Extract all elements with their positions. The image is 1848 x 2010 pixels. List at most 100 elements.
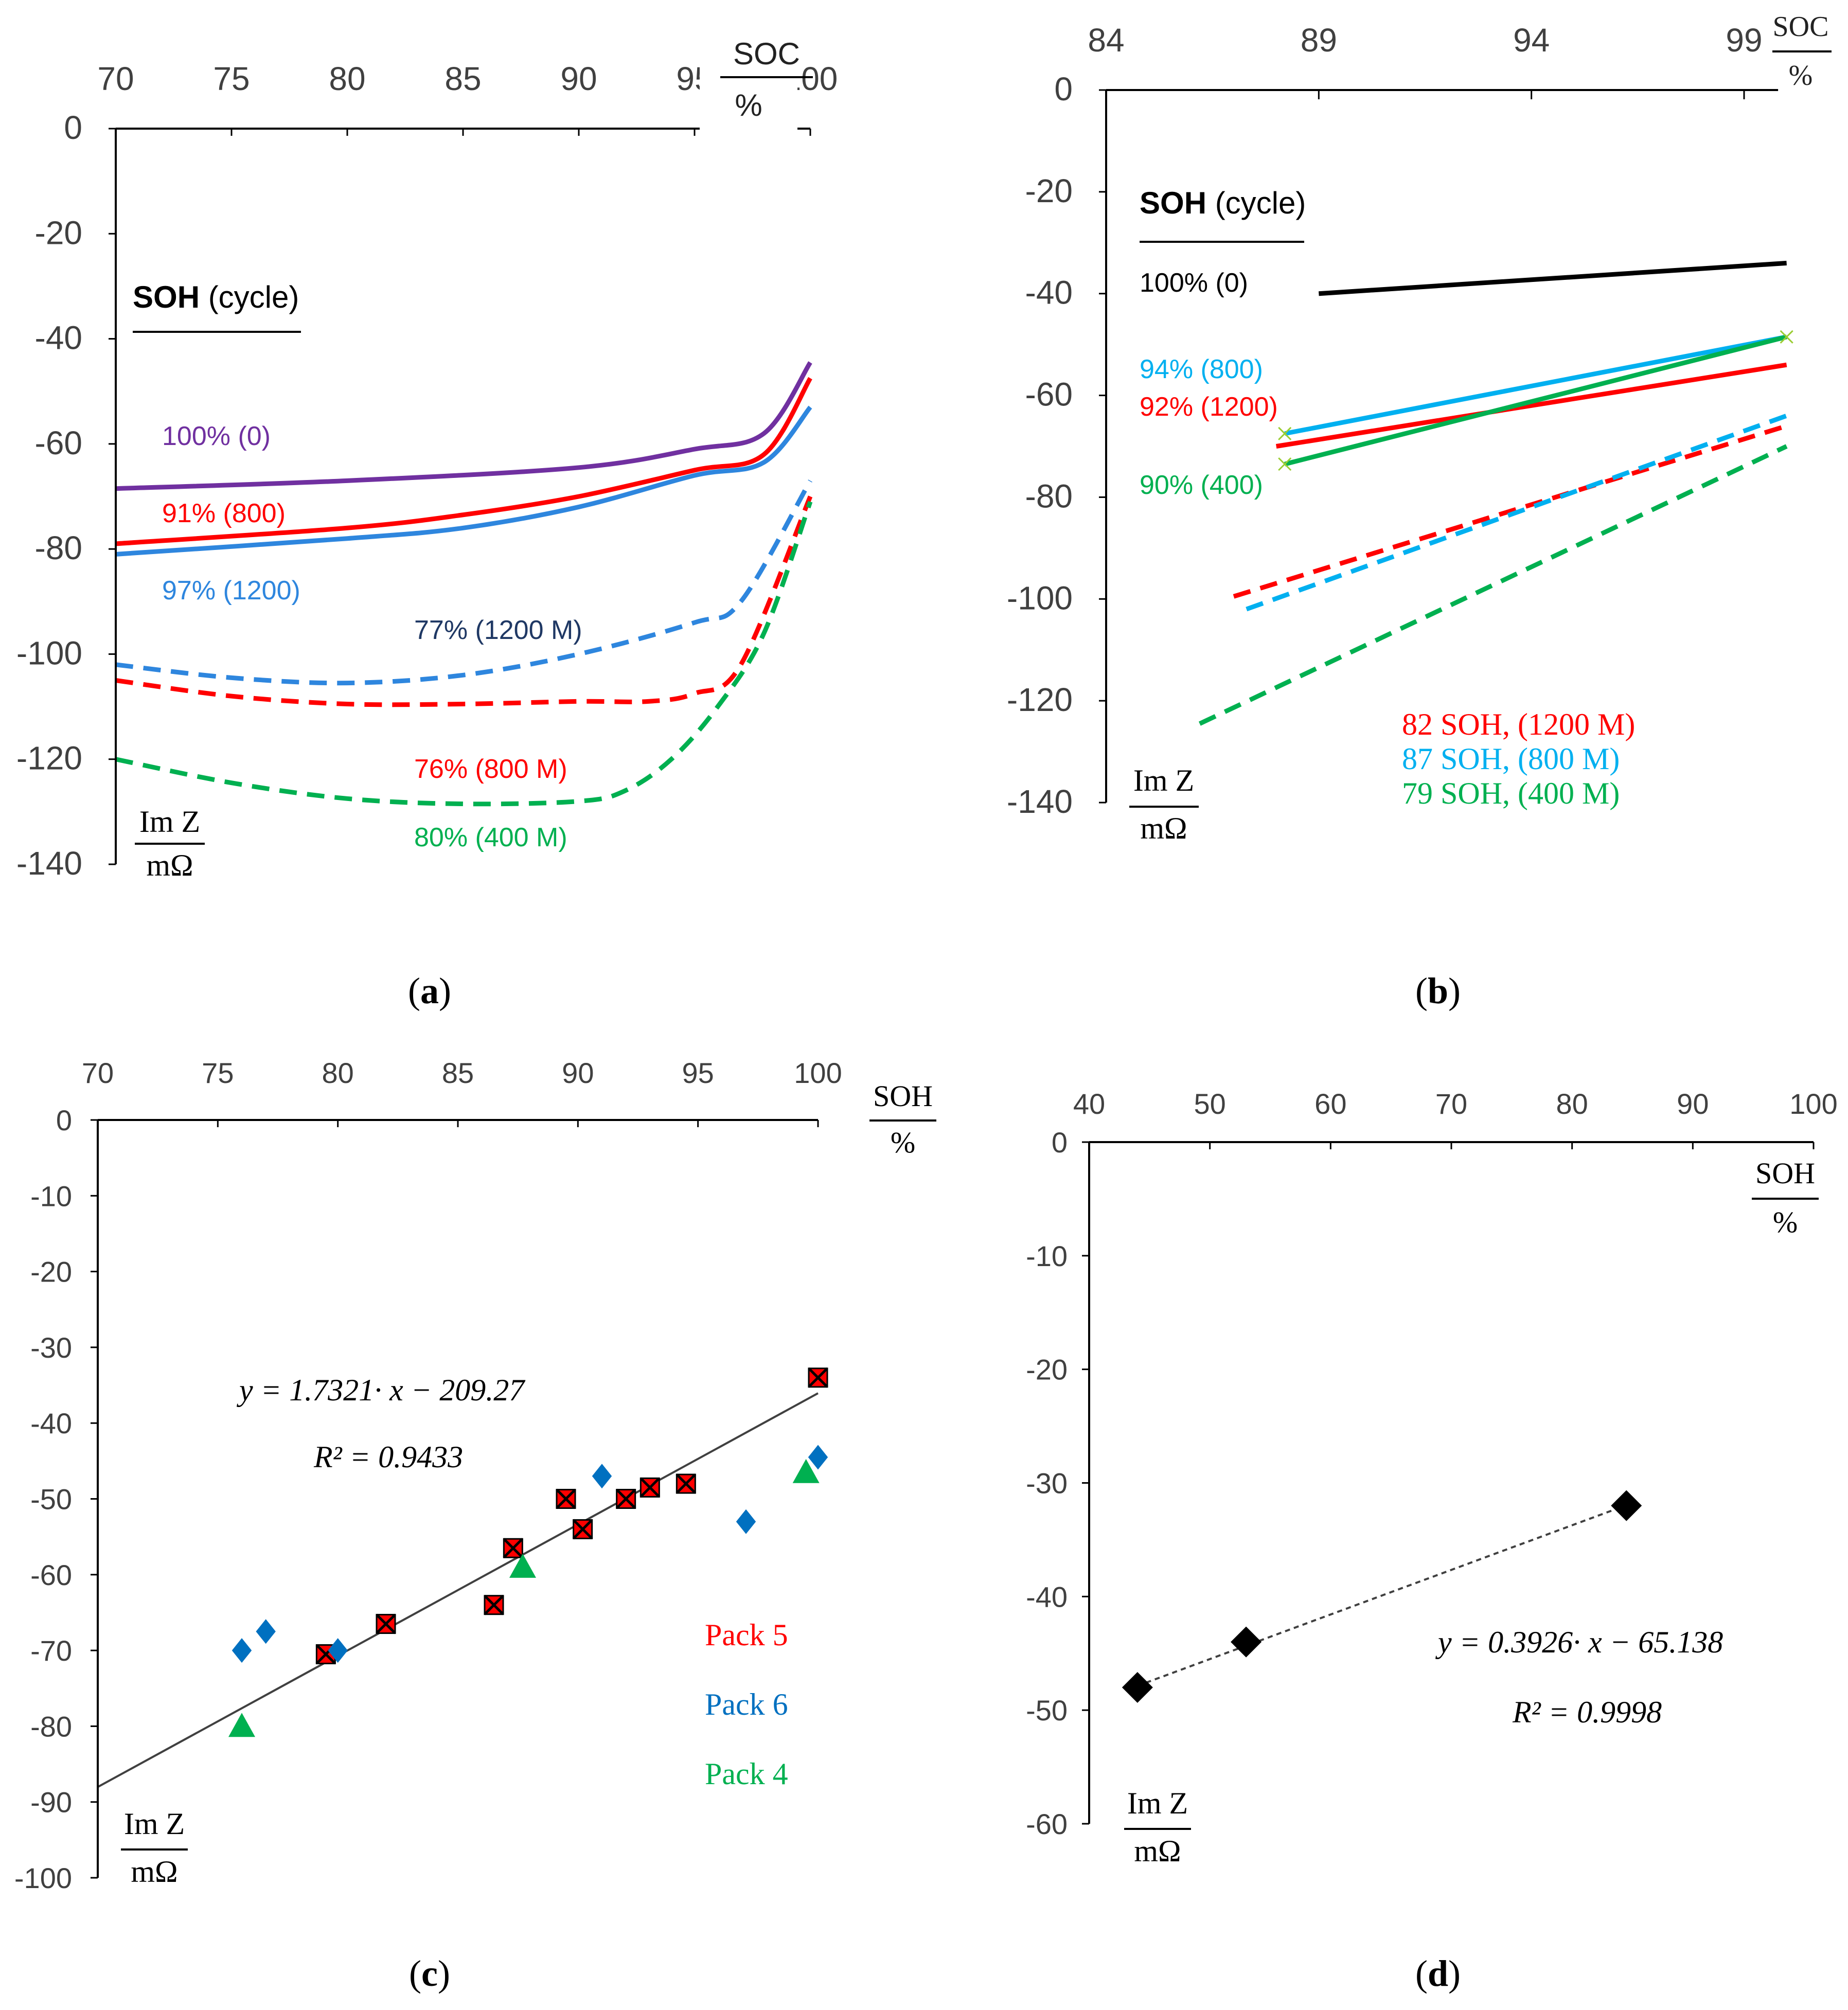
panel-a-x-tick-label: 85	[445, 60, 481, 97]
panel-c-point-pack-5	[808, 1367, 828, 1388]
panel-c-point-pack-5	[639, 1477, 661, 1498]
panel-b-caption: (b)	[1415, 970, 1461, 1011]
panel-c-plot-area	[97, 1367, 828, 1788]
panel-d-axes: 40 50 60 70 80 90 100 0 -10 -20 -30 -40 -50 -60	[1026, 1088, 1838, 1840]
panel-b-label-92: 92% (1200)	[1140, 392, 1278, 422]
panel-c-point-pack-5-cross	[572, 1519, 593, 1540]
panel-c-point-pack-5-cross	[376, 1613, 396, 1634]
panel-c: 70 75 80 85 90 95 100 0 -10 -20 -30 -40 -50 -60 -70 -80…	[14, 1057, 936, 1994]
panel-c-point-pack-4	[509, 1554, 536, 1578]
panel-c-legend-pack6: Pack 6	[705, 1687, 788, 1721]
panel-d-y-tick-label: -40	[1026, 1580, 1068, 1613]
panel-c-point-pack-6	[808, 1445, 828, 1470]
panel-b-x-tick-label: 89	[1301, 22, 1337, 59]
panel-a-plot-area	[115, 361, 813, 807]
panel-a-series-line	[115, 377, 812, 546]
panel-d-y-tick-label: -10	[1026, 1240, 1068, 1272]
panel-b-series-line	[1233, 423, 1787, 599]
panel-b: 84 89 94 990-20-40-60-80-100-120-140 SOC % …	[1007, 11, 1832, 1011]
panel-a-y-axis-title: Im Z mΩ	[135, 805, 205, 882]
panel-b-series-line	[1284, 334, 1787, 436]
panel-c-equation: y = 1.7321· x − 209.27	[236, 1373, 526, 1407]
panel-c-point-pack-5	[484, 1594, 504, 1615]
panel-b-label-94: 94% (800)	[1140, 354, 1263, 384]
panel-d-y-tick-label: -50	[1026, 1694, 1068, 1727]
panel-c-x-tick-label: 80	[322, 1057, 354, 1089]
panel-b-plot-area	[1198, 260, 1793, 726]
panel-c-x-tick-label: 85	[442, 1057, 474, 1089]
panel-c-x-tick-label: 90	[562, 1057, 594, 1089]
panel-d-point	[1231, 1626, 1262, 1658]
panel-b-legend-87: 87 SOH, (800 M)	[1402, 742, 1620, 776]
panel-b-label-90: 90% (400)	[1140, 470, 1263, 500]
panel-a-x-tick-label: 90	[560, 60, 597, 97]
panel-a-x-axis-title: SOC %	[700, 37, 813, 139]
panel-c-x-tick-label: 95	[682, 1057, 714, 1089]
panel-c-point-pack-5-cross	[615, 1488, 636, 1509]
panel-a-series-line	[115, 405, 812, 557]
panel-c-point-pack-5	[376, 1613, 396, 1634]
panel-a-series-line	[115, 495, 813, 707]
panel-c-point-pack-5-cross	[639, 1477, 661, 1498]
panel-d-equation: y = 0.3926· x − 65.138	[1435, 1625, 1723, 1659]
panel-b-y-tick-label: -60	[1025, 376, 1073, 413]
panel-d-x-tick-label: 50	[1194, 1088, 1226, 1120]
panel-c-point-pack-6	[256, 1619, 276, 1644]
panel-c-caption: (c)	[409, 1953, 450, 1994]
panel-b-end-marker	[1780, 330, 1793, 344]
panel-c-point-pack-5-cross	[808, 1367, 828, 1388]
panel-b-y-tick-label: -120	[1007, 681, 1073, 718]
panel-a-label-80: 80% (400 M)	[414, 823, 567, 852]
panel-c-y-tick-label: -50	[30, 1483, 72, 1516]
panel-c-point-pack-4	[228, 1713, 255, 1737]
panel-a-caption: (a)	[408, 970, 451, 1011]
panel-a-y-label-top: Im Z	[139, 805, 200, 839]
panel-d-x-tick-label: 70	[1435, 1088, 1467, 1120]
panel-d: 40 50 60 70 80 90 100 0 -10 -20 -30 -40 -50 -60 SOH %…	[1026, 1088, 1838, 1994]
panel-a-y-tick-label: -120	[16, 740, 82, 777]
panel-c-y-tick-label: -70	[30, 1634, 72, 1667]
svg-text:mΩ: mΩ	[1140, 811, 1187, 845]
panel-d-plot-area	[1122, 1490, 1642, 1703]
svg-text:%: %	[891, 1126, 915, 1159]
panel-a-series-line	[115, 479, 812, 686]
panel-c-y-tick-label: -20	[30, 1256, 72, 1288]
panel-b-y-tick-label: 0	[1054, 70, 1073, 108]
svg-text:Im Z: Im Z	[124, 1807, 185, 1841]
panel-a-y-tick-label: -100	[16, 634, 82, 671]
panel-a-x-tick-label: 70	[97, 60, 134, 97]
panel-a-y-tick-label: -40	[35, 319, 83, 357]
panel-d-y-tick-label: -60	[1026, 1808, 1068, 1840]
panel-a-x-tick-label: 75	[213, 60, 250, 97]
panel-a-y-tick-label: 0	[64, 109, 82, 146]
panel-d-x-tick-label: 60	[1314, 1088, 1346, 1120]
svg-text:mΩ: mΩ	[1134, 1834, 1181, 1868]
panel-c-x-tick-label: 70	[82, 1057, 114, 1089]
svg-text:mΩ: mΩ	[131, 1855, 177, 1889]
panel-c-trendline	[97, 1392, 819, 1788]
svg-text:Im Z: Im Z	[1133, 763, 1194, 797]
panel-c-y-tick-label: -10	[30, 1180, 72, 1212]
panel-c-y-tick-label: 0	[56, 1104, 72, 1136]
panel-d-x-tick-label: 90	[1677, 1088, 1709, 1120]
svg-text:Im Z: Im Z	[1127, 1786, 1188, 1820]
panel-d-y-tick-label: -30	[1026, 1467, 1068, 1500]
panel-b-x-tick-label: 94	[1513, 22, 1550, 59]
panel-b-series-line	[1284, 334, 1787, 467]
panel-b-x-axis-title: SOC %	[1772, 11, 1832, 92]
panel-a-y-tick-label: -80	[35, 529, 83, 566]
panel-b-series-line	[1319, 260, 1787, 296]
panel-a-label-100: 100% (0)	[162, 421, 271, 451]
panel-a: 70 75 80 85 90 95 1000-20-40-60-80-100-120-140…	[16, 37, 838, 1011]
panel-c-y-axis-title: Im Z mΩ	[121, 1807, 188, 1889]
panel-b-legend-79: 79 SOH, (400 M)	[1402, 776, 1620, 810]
panel-c-point-pack-6	[592, 1464, 612, 1489]
panel-d-point	[1122, 1672, 1153, 1703]
panel-b-y-tick-label: -80	[1025, 477, 1073, 514]
panel-c-point-pack-4	[792, 1458, 820, 1483]
panel-c-point-pack-5-cross	[484, 1594, 504, 1615]
panel-b-y-tick-label: -40	[1025, 274, 1073, 311]
svg-text:%: %	[1773, 1205, 1798, 1239]
